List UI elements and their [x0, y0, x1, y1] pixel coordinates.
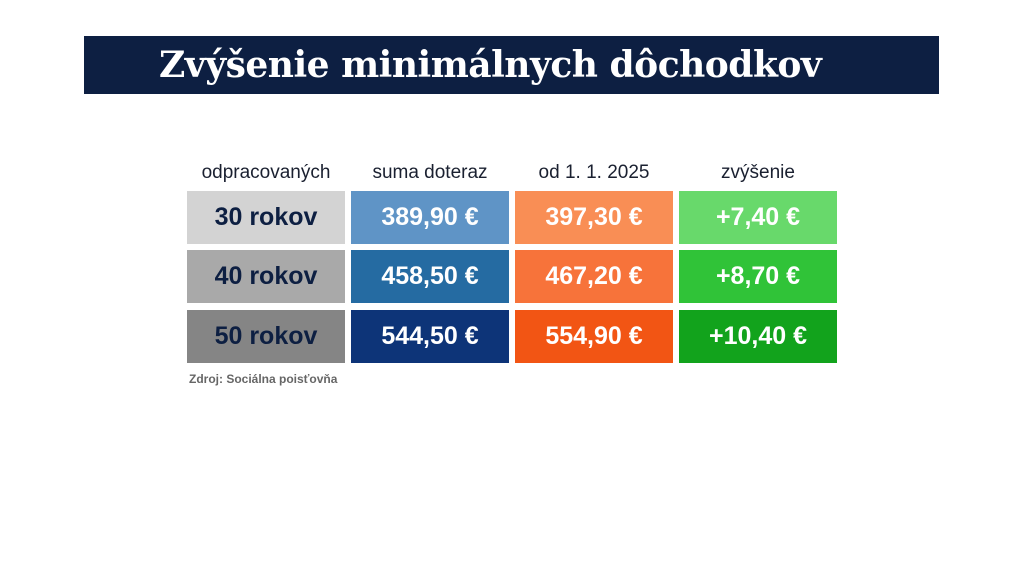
current-amount-cell: 389,90 €: [351, 191, 509, 244]
new-amount-cell: 554,90 €: [515, 310, 673, 363]
increase-cell: +8,70 €: [679, 250, 837, 303]
current-amount-cell: 458,50 €: [351, 250, 509, 303]
years-cell: 40 rokov: [187, 250, 345, 303]
header-from-2025: od 1. 1. 2025: [538, 162, 650, 183]
page-title: Zvýšenie minimálnych dôchodkov: [159, 44, 822, 86]
current-amount-cell: 544,50 €: [351, 310, 509, 363]
years-cell: 50 rokov: [187, 310, 345, 363]
years-cell: 30 rokov: [187, 191, 345, 244]
increase-cell: +10,40 €: [679, 310, 837, 363]
new-amount-cell: 467,20 €: [515, 250, 673, 303]
new-amount-cell: 397,30 €: [515, 191, 673, 244]
increase-cell: +7,40 €: [679, 191, 837, 244]
header-current-amount: suma doteraz: [372, 162, 488, 183]
header-worked-years: odpracovaných: [201, 162, 331, 183]
header-increase: zvýšenie: [721, 162, 795, 183]
title-bar: Zvýšenie minimálnych dôchodkov: [84, 36, 939, 94]
source-note: Zdroj: Sociálna poisťovňa: [189, 372, 338, 386]
